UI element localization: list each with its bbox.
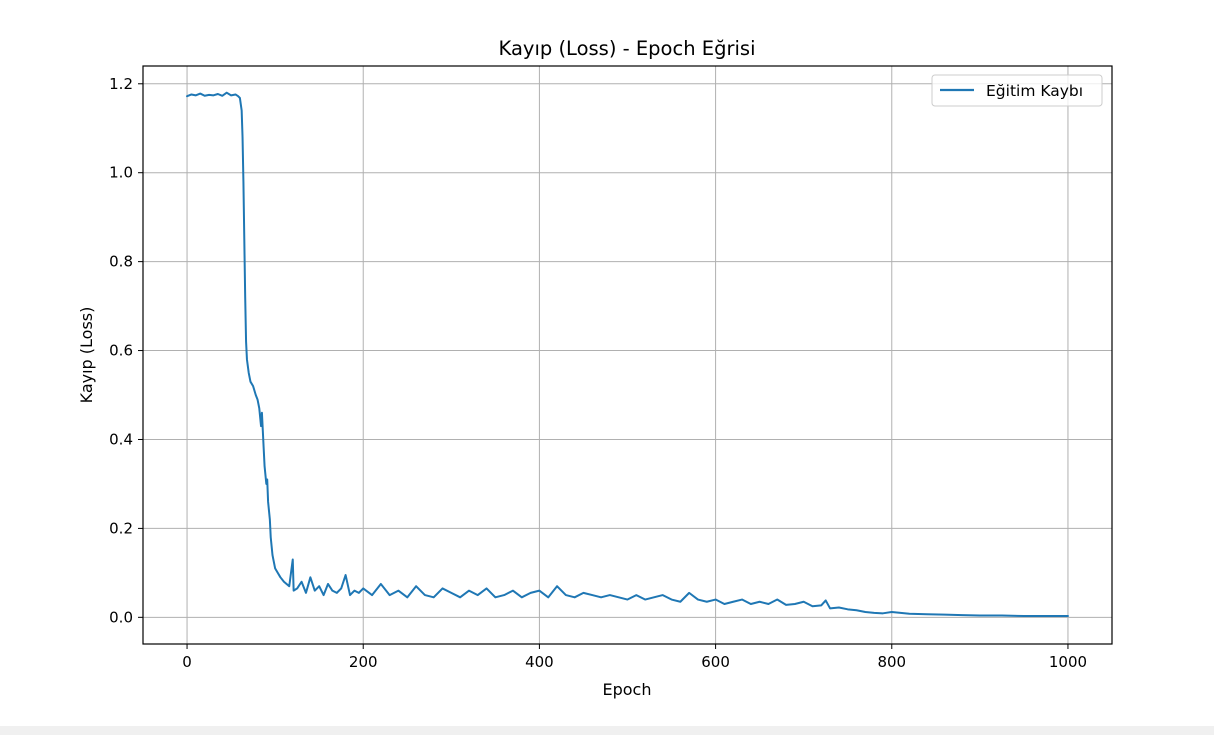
y-tick-label: 0.4 [109, 430, 133, 448]
ticks: 0 200 400 600 800 1000 0.0 0.2 0.4 0.6 0.8 1.0 1.2 [109, 75, 1087, 671]
y-tick-label: 0.8 [109, 253, 133, 271]
x-tick-label: 1000 [1049, 653, 1087, 671]
axes-frame [142, 65, 1113, 645]
y-tick-label: 0.6 [109, 342, 133, 360]
y-axis-label: Kayıp (Loss) [77, 307, 96, 404]
y-tick-label: 0.2 [109, 519, 133, 537]
chart-title: Kayıp (Loss) - Epoch Eğrisi [499, 37, 756, 60]
series-layer [186, 91, 1069, 617]
y-tick-label: 1.2 [109, 75, 133, 93]
x-tick-label: 200 [349, 653, 378, 671]
series-line [186, 91, 1069, 617]
grid [143, 66, 1112, 644]
legend: Eğitim Kaybı [931, 74, 1103, 107]
legend-label: Eğitim Kaybı [986, 82, 1083, 100]
x-tick-label: 600 [701, 653, 730, 671]
legend-box [931, 74, 1103, 107]
x-tick-label: 800 [877, 653, 906, 671]
y-tick-label: 1.0 [109, 164, 133, 182]
bottom-strip [0, 726, 1214, 735]
y-tick-label: 0.0 [109, 608, 133, 626]
x-tick-label: 400 [525, 653, 554, 671]
x-tick-label: 0 [182, 653, 192, 671]
x-axis-label: Epoch [603, 680, 652, 699]
